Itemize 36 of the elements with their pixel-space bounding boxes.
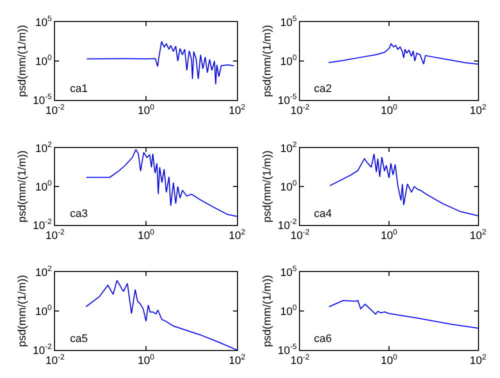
y-tick-label: 10$^{0}$ — [280, 178, 297, 194]
y-tick-label: 10$^{2}$ — [35, 140, 52, 155]
x-tick-label: 10$^{2}$ — [470, 228, 486, 242]
x-tick-label: 10$^{0}$ — [138, 228, 154, 242]
x-tick-label: 10$^{2}$ — [470, 352, 486, 368]
y-axis-title: psd(mm/(1/m)) — [16, 274, 28, 348]
x-tick-label: 10$^{2}$ — [470, 102, 486, 118]
y-tick-label: 10$^{0}$ — [35, 303, 52, 318]
y-axis-title: psd(mm/(1/m)) — [261, 24, 274, 98]
y-axis-title: psd(mm/(1/m)) — [261, 150, 274, 223]
x-tick-label: 10$^{2}$ — [228, 228, 246, 242]
y-tick-label: 10$^{5}$ — [280, 14, 297, 29]
y-tick-label: 10$^{5}$ — [280, 264, 297, 279]
annotation: ca3 — [70, 208, 88, 220]
annotation: ca5 — [70, 333, 88, 345]
y-axis-title: psd(mm/(1/m)) — [261, 274, 274, 348]
annotation: ca4 — [314, 208, 332, 220]
x-tick-label: 10$^{0}$ — [380, 228, 398, 242]
y-tick-label: 10$^{0}$ — [35, 178, 52, 194]
annotation: ca2 — [314, 83, 332, 95]
annotation: ca1 — [70, 83, 88, 95]
annotation: ca6 — [314, 333, 332, 345]
y-tick-label: 10$^{2}$ — [35, 264, 52, 279]
x-tick-label: 10$^{2}$ — [228, 102, 246, 118]
x-tick-label: 10$^{0}$ — [380, 102, 398, 118]
y-axis-title: psd(mm/(1/m)) — [16, 24, 28, 98]
x-tick-label: 10$^{0}$ — [138, 102, 154, 118]
y-tick-label: 10$^{2}$ — [280, 140, 297, 155]
x-tick-label: 10$^{0}$ — [380, 352, 398, 368]
y-tick-label: 10$^{5}$ — [35, 14, 52, 29]
y-tick-label: 10$^{0}$ — [35, 53, 52, 68]
y-tick-label: 10$^{0}$ — [280, 53, 297, 68]
y-axis-title: psd(mm/(1/m)) — [16, 150, 28, 223]
y-tick-label: 10$^{0}$ — [280, 303, 297, 318]
x-tick-label: 10$^{2}$ — [228, 352, 246, 368]
x-tick-label: 10$^{0}$ — [138, 352, 154, 368]
